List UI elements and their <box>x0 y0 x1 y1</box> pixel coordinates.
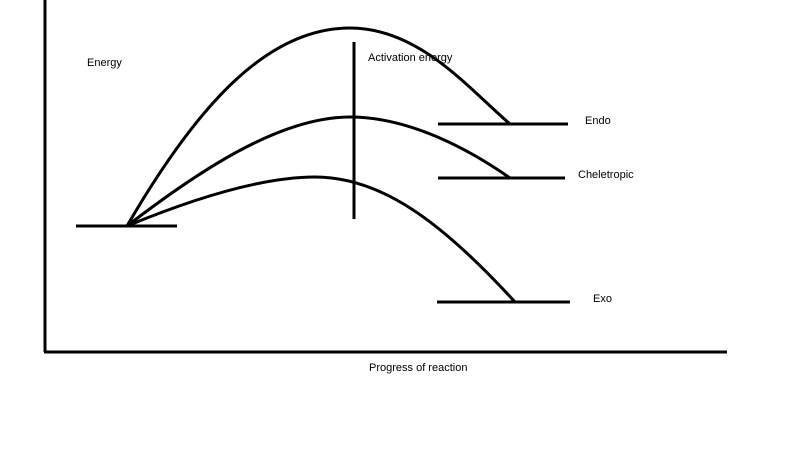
y-axis-label: Energy <box>87 57 122 69</box>
endo-label: Endo <box>585 115 611 127</box>
cheletropic-pathway-curve <box>126 115 511 228</box>
activation-energy-label: Activation energy <box>368 52 453 64</box>
x-axis-label: Progress of reaction <box>369 362 468 374</box>
cheletropic-label: Cheletropic <box>578 169 634 181</box>
exo-label: Exo <box>593 293 612 305</box>
exo-pathway-curve <box>126 175 517 304</box>
endo-pathway-curve <box>125 26 511 227</box>
